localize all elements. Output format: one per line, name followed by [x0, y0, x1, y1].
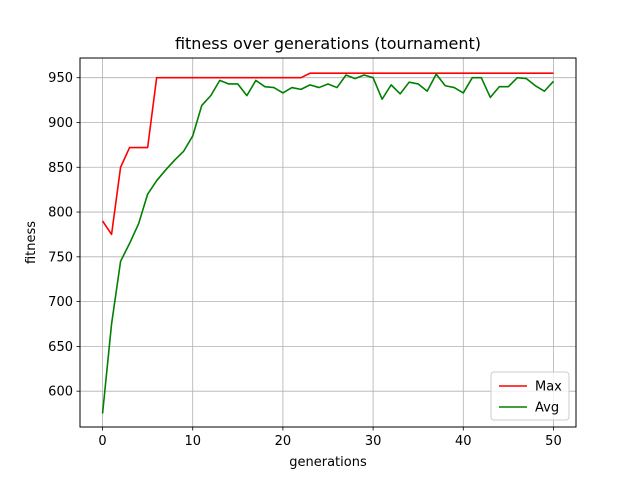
- y-tick-label: 950: [48, 71, 73, 86]
- x-tick-label: 50: [545, 434, 562, 449]
- y-tick-label: 850: [48, 161, 73, 176]
- ticks: 0 10 20 30 40 50 600 650 700 750 800 850 900 950: [48, 71, 562, 449]
- y-tick-label: 750: [48, 250, 73, 265]
- legend-box: [490, 371, 570, 421]
- y-axis-label: fitness: [24, 221, 39, 264]
- series-line-avg: [101, 73, 555, 414]
- legend-label-max: Max: [535, 380, 562, 395]
- x-axis-label: generations: [289, 455, 367, 470]
- x-tick-label: 30: [365, 434, 382, 449]
- series-line-max: [101, 72, 554, 236]
- y-tick-label: 700: [48, 295, 73, 310]
- x-tick-label: 10: [184, 434, 201, 449]
- x-tick-label: 0: [98, 434, 106, 449]
- x-tick-label: 40: [455, 434, 472, 449]
- grid: [80, 58, 576, 427]
- y-tick-label: 600: [48, 385, 73, 400]
- series-layer: [101, 72, 555, 414]
- legend: Max Avg: [490, 371, 570, 421]
- chart-title: fitness over generations (tournament): [175, 34, 481, 53]
- y-tick-label: 800: [48, 206, 73, 221]
- x-tick-label: 20: [275, 434, 292, 449]
- legend-label-avg: Avg: [535, 401, 559, 416]
- y-tick-label: 650: [48, 340, 73, 355]
- y-tick-label: 900: [48, 116, 73, 131]
- plot-frame: [79, 57, 577, 428]
